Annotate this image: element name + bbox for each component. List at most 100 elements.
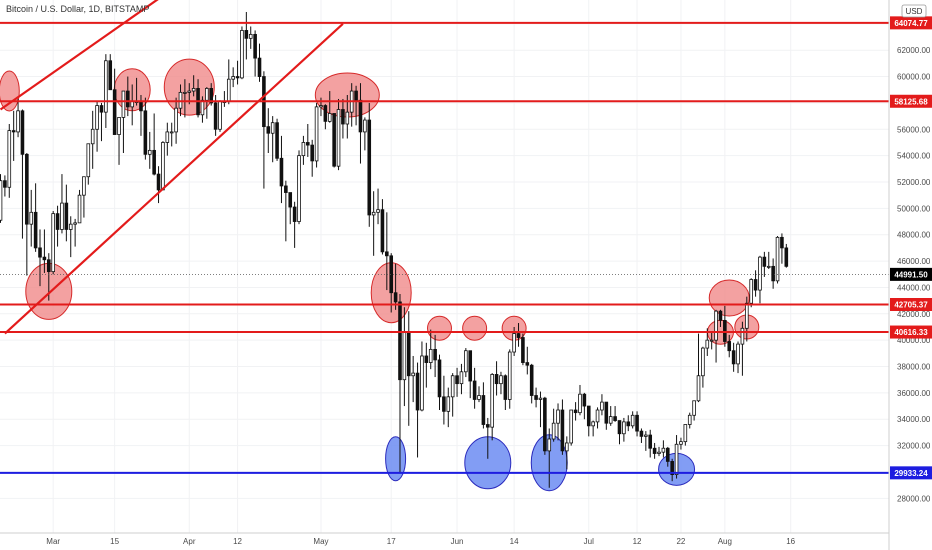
candle-body-up — [402, 331, 407, 381]
trend-channel-line[interactable] — [4, 23, 344, 335]
candle-body-down — [152, 149, 156, 175]
candle-body-down — [626, 421, 631, 427]
candle-body-up — [200, 99, 205, 116]
x-tick-label: Mar — [46, 537, 60, 546]
time-axis[interactable]: Mar 15 Apr 12 May 17 Jun 14 Jul 12 22 Aug 16 — [0, 532, 889, 546]
candle-body-down — [389, 255, 394, 294]
candle — [82, 176, 86, 218]
candle-body-down — [534, 395, 538, 400]
candle — [68, 216, 73, 258]
y-tick-label: 46000.00 — [897, 257, 931, 266]
currency-badge[interactable]: USD — [901, 4, 927, 18]
candle — [630, 411, 635, 429]
candle-body-up — [187, 90, 192, 93]
candle — [126, 76, 130, 117]
candle-body-up — [490, 374, 494, 428]
candle-body-down — [784, 247, 789, 267]
price-label-text: 29933.24 — [894, 469, 928, 478]
candle — [323, 104, 328, 130]
candle — [389, 253, 394, 313]
candle-body-up — [73, 222, 77, 225]
candle — [731, 342, 736, 372]
y-tick-label: 42000.00 — [897, 310, 931, 319]
candle-body-down — [406, 331, 411, 377]
candle-body-up — [327, 113, 332, 122]
candle-body-down — [367, 119, 372, 216]
price-label-box — [890, 16, 932, 30]
candle-body-down — [126, 90, 130, 108]
candle-body-down — [323, 105, 328, 122]
last-price-box — [890, 267, 932, 281]
candle — [60, 174, 64, 234]
candle-body-down — [604, 401, 609, 424]
candle-body-up — [507, 351, 512, 400]
candle — [147, 131, 152, 169]
y-tick-label: 52000.00 — [897, 178, 931, 187]
candle — [7, 124, 12, 198]
candle-body-down — [341, 109, 345, 125]
trend-channel-line[interactable] — [0, 0, 172, 111]
candle-body-up — [692, 400, 696, 416]
candle — [626, 415, 631, 432]
candle-body-up — [226, 78, 231, 103]
candle-body-down — [20, 110, 25, 155]
candle-body-up — [661, 447, 666, 453]
candle — [380, 199, 385, 255]
candle — [402, 307, 407, 407]
candle — [446, 387, 451, 428]
candle — [591, 420, 595, 437]
candle — [696, 333, 701, 403]
y-tick-label: 28000.00 — [897, 494, 931, 503]
candle-body-down — [253, 33, 257, 59]
candle-body-up — [191, 88, 196, 92]
resistance-zone[interactable] — [462, 315, 488, 341]
candle-body-up — [77, 194, 82, 224]
candle — [240, 26, 244, 80]
resistance-zone[interactable] — [427, 315, 452, 341]
resistance-zone[interactable] — [708, 279, 750, 317]
channel-lines[interactable] — [0, 0, 344, 335]
currency-badge-box[interactable] — [901, 4, 927, 18]
candle-body-down — [42, 256, 47, 261]
candle-body-down — [257, 57, 262, 77]
candle — [191, 75, 196, 97]
candle-body-up — [161, 142, 165, 191]
last-price-text: 44991.50 — [894, 270, 928, 279]
candle-body-up — [51, 213, 55, 273]
support-zone[interactable] — [385, 436, 407, 482]
candle-body-up — [7, 130, 12, 188]
candle — [485, 417, 490, 459]
candle — [332, 113, 336, 168]
candle-body-up — [696, 375, 701, 402]
price-label-box — [890, 94, 932, 108]
candle — [428, 329, 433, 370]
resistance-zone[interactable] — [0, 70, 20, 112]
candle-body-down — [99, 105, 104, 113]
candle — [415, 362, 420, 458]
candle-body-down — [494, 374, 499, 385]
candle-body-up — [16, 110, 20, 133]
candle — [556, 403, 560, 441]
candle — [257, 43, 262, 82]
candle-body-down — [398, 301, 402, 381]
candle — [3, 175, 7, 197]
candle-body-down — [213, 102, 218, 130]
candle — [670, 458, 674, 482]
candle-body-down — [393, 292, 398, 303]
candle-body-up — [130, 101, 135, 108]
horizontal-levels[interactable] — [0, 21, 889, 474]
candle — [433, 334, 437, 378]
candle-body-up — [147, 149, 152, 155]
candle-body-down — [472, 380, 477, 400]
candle-body-up — [630, 414, 635, 427]
candle — [42, 229, 47, 273]
price-label-box — [890, 466, 932, 480]
candle — [780, 233, 784, 264]
candle — [11, 110, 16, 161]
candle — [420, 341, 424, 412]
candle — [661, 440, 666, 458]
price-axis[interactable]: 28000.0030000.0032000.0034000.0036000.00… — [888, 0, 932, 550]
candle-body-up — [569, 409, 573, 444]
candle — [0, 174, 3, 223]
